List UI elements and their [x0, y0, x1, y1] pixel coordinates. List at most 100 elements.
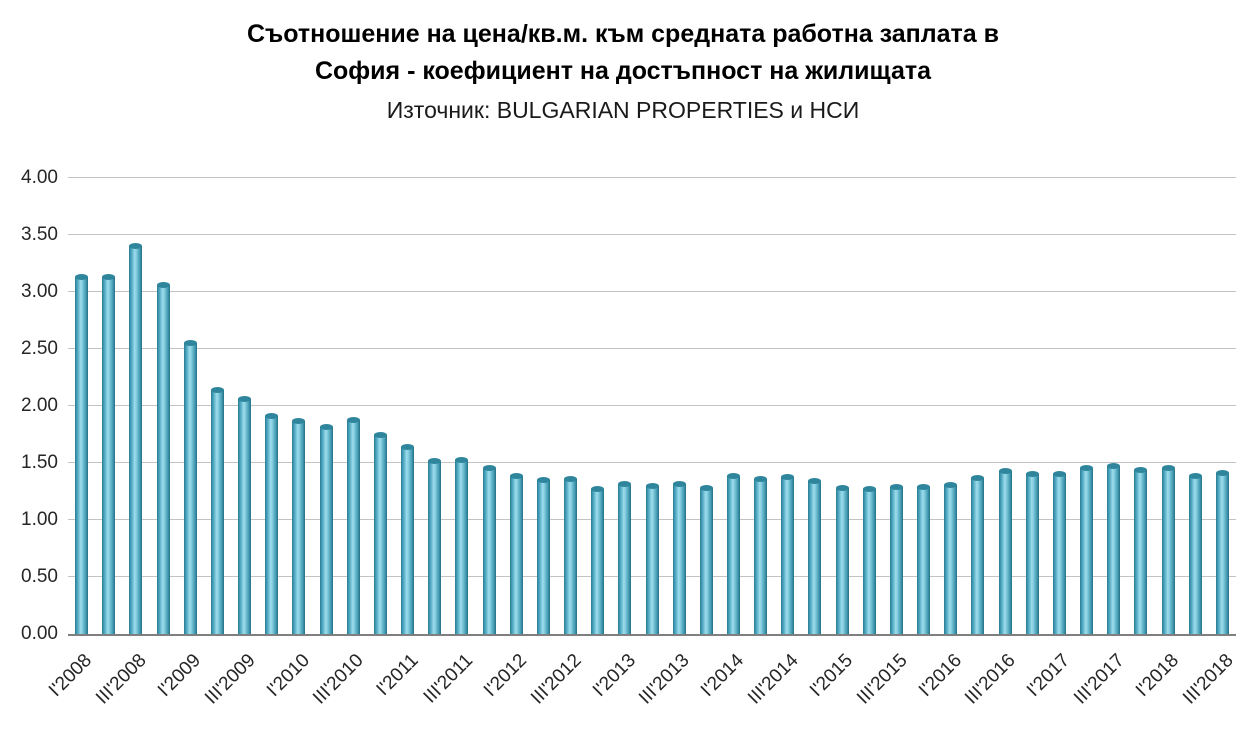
bar-top-cap: [509, 472, 523, 479]
y-axis-tick-label: 1.50: [21, 452, 58, 473]
bar-top-cap: [455, 456, 469, 463]
bar-top-cap: [238, 396, 252, 403]
bar-top-cap: [428, 457, 442, 464]
gridline: [68, 291, 1236, 292]
x-axis-tick-label: III'2015: [852, 650, 912, 709]
chart-header: Съотношение на цена/кв.м. към средната р…: [0, 16, 1246, 127]
bar-top-cap: [319, 423, 333, 430]
bar: [998, 467, 1012, 634]
bar: [645, 482, 659, 634]
bar: [102, 274, 116, 634]
bar: [401, 444, 415, 634]
bar-top-cap: [129, 243, 143, 250]
bar-top-cap: [536, 477, 550, 484]
bar-top-cap: [835, 485, 849, 492]
y-axis-tick-label: 3.00: [21, 281, 58, 302]
bar: [754, 475, 768, 634]
x-axis-tick-label: III'2009: [200, 650, 260, 709]
bar: [156, 282, 170, 634]
bar-top-cap: [971, 474, 985, 481]
bar-top-cap: [373, 431, 387, 438]
bar-top-cap: [1107, 463, 1121, 470]
bar-top-cap: [889, 483, 903, 490]
x-axis-tick-label: III'2013: [635, 650, 695, 709]
bar: [618, 480, 632, 634]
x-axis-tick-label: I'2018: [1131, 650, 1183, 702]
x-axis-tick-label: III'2016: [961, 650, 1020, 709]
x-axis-tick-label: III'2012: [526, 650, 586, 709]
bar: [726, 472, 740, 634]
bar: [1134, 466, 1148, 634]
bar-top-cap: [75, 274, 89, 281]
bar: [835, 485, 849, 634]
bar-top-cap: [862, 486, 876, 493]
x-axis: I'2008 III'2008 I'2009 III'2009 I'2010 III'20…: [45, 638, 1238, 742]
bar-top-cap: [482, 464, 496, 471]
y-axis-tick-label: 2.00: [21, 395, 58, 416]
x-axis-tick-label: III'2011: [419, 650, 477, 708]
bar: [292, 417, 306, 634]
bar: [509, 472, 523, 634]
bar: [971, 474, 985, 634]
bar-top-cap: [210, 387, 224, 394]
x-axis-tick-label: I'2016: [914, 650, 966, 702]
bar: [889, 483, 903, 634]
bar-top-cap: [564, 475, 577, 482]
bar: [1025, 471, 1039, 634]
bar: [346, 416, 360, 634]
bar-top-cap: [1025, 471, 1039, 478]
bar-top-cap: [1080, 464, 1094, 471]
x-axis-tick-label: I'2012: [479, 650, 532, 702]
x-axis-tick-label: I'2015: [805, 650, 857, 702]
x-axis-tick-label: III'2018: [1178, 650, 1238, 709]
bar: [265, 413, 279, 634]
bar: [1080, 464, 1094, 634]
x-axis-tick-label: I'2009: [154, 650, 206, 702]
bar: [699, 485, 713, 634]
x-axis-tick-label: I'2017: [1023, 650, 1075, 702]
bar: [917, 483, 931, 634]
x-axis-tick-label: I'2014: [697, 650, 749, 702]
bar-top-cap: [917, 483, 931, 490]
bar: [944, 481, 958, 634]
x-axis-tick-label: I'2011: [372, 650, 423, 701]
x-axis-tick-label: III'2017: [1070, 650, 1129, 709]
y-axis: 0.00 0.50 1.00 1.50 2.00 2.50 3.00 3.50 4.00: [0, 167, 58, 644]
bar-top-cap: [346, 416, 360, 423]
chart-title-line-1: Съотношение на цена/кв.м. към средната р…: [246, 20, 999, 48]
bar: [781, 473, 795, 634]
bar: [210, 387, 224, 634]
bar: [808, 478, 822, 634]
bar-top-cap: [998, 467, 1012, 474]
plot-area: [68, 177, 1236, 636]
bar: [428, 457, 442, 634]
y-axis-tick-label: 0.00: [21, 623, 58, 644]
bar: [319, 423, 333, 634]
bar-top-cap: [1161, 464, 1175, 471]
gridline: [68, 462, 1236, 463]
x-axis-tick-label: III'2008: [92, 650, 151, 709]
bar: [591, 486, 605, 634]
y-axis-tick-label: 4.00: [21, 167, 58, 188]
bar: [373, 431, 387, 634]
bar: [564, 475, 577, 634]
chart-source-line: Източник: BULGARIAN PROPERTIES и НСИ: [386, 97, 860, 123]
bar: [1052, 471, 1066, 634]
bar-top-cap: [726, 472, 740, 479]
bar-top-cap: [1188, 472, 1202, 479]
bar-top-cap: [265, 413, 279, 420]
bar: [75, 274, 89, 634]
y-axis-tick-label: 1.00: [21, 509, 58, 530]
x-axis-tick-label: I'2013: [588, 650, 640, 702]
bar-top-cap: [183, 340, 197, 347]
bar: [1215, 470, 1229, 634]
y-axis-tick-label: 2.50: [21, 338, 58, 359]
x-axis-tick-label: I'2008: [45, 650, 97, 702]
bar-top-cap: [401, 444, 415, 451]
x-axis-tick-label: III'2010: [309, 650, 369, 709]
bar: [672, 480, 686, 634]
chart-title-line-2: София - коефициент на достъпност на жили…: [314, 57, 931, 85]
gridline: [68, 348, 1236, 349]
gridline: [68, 405, 1236, 406]
